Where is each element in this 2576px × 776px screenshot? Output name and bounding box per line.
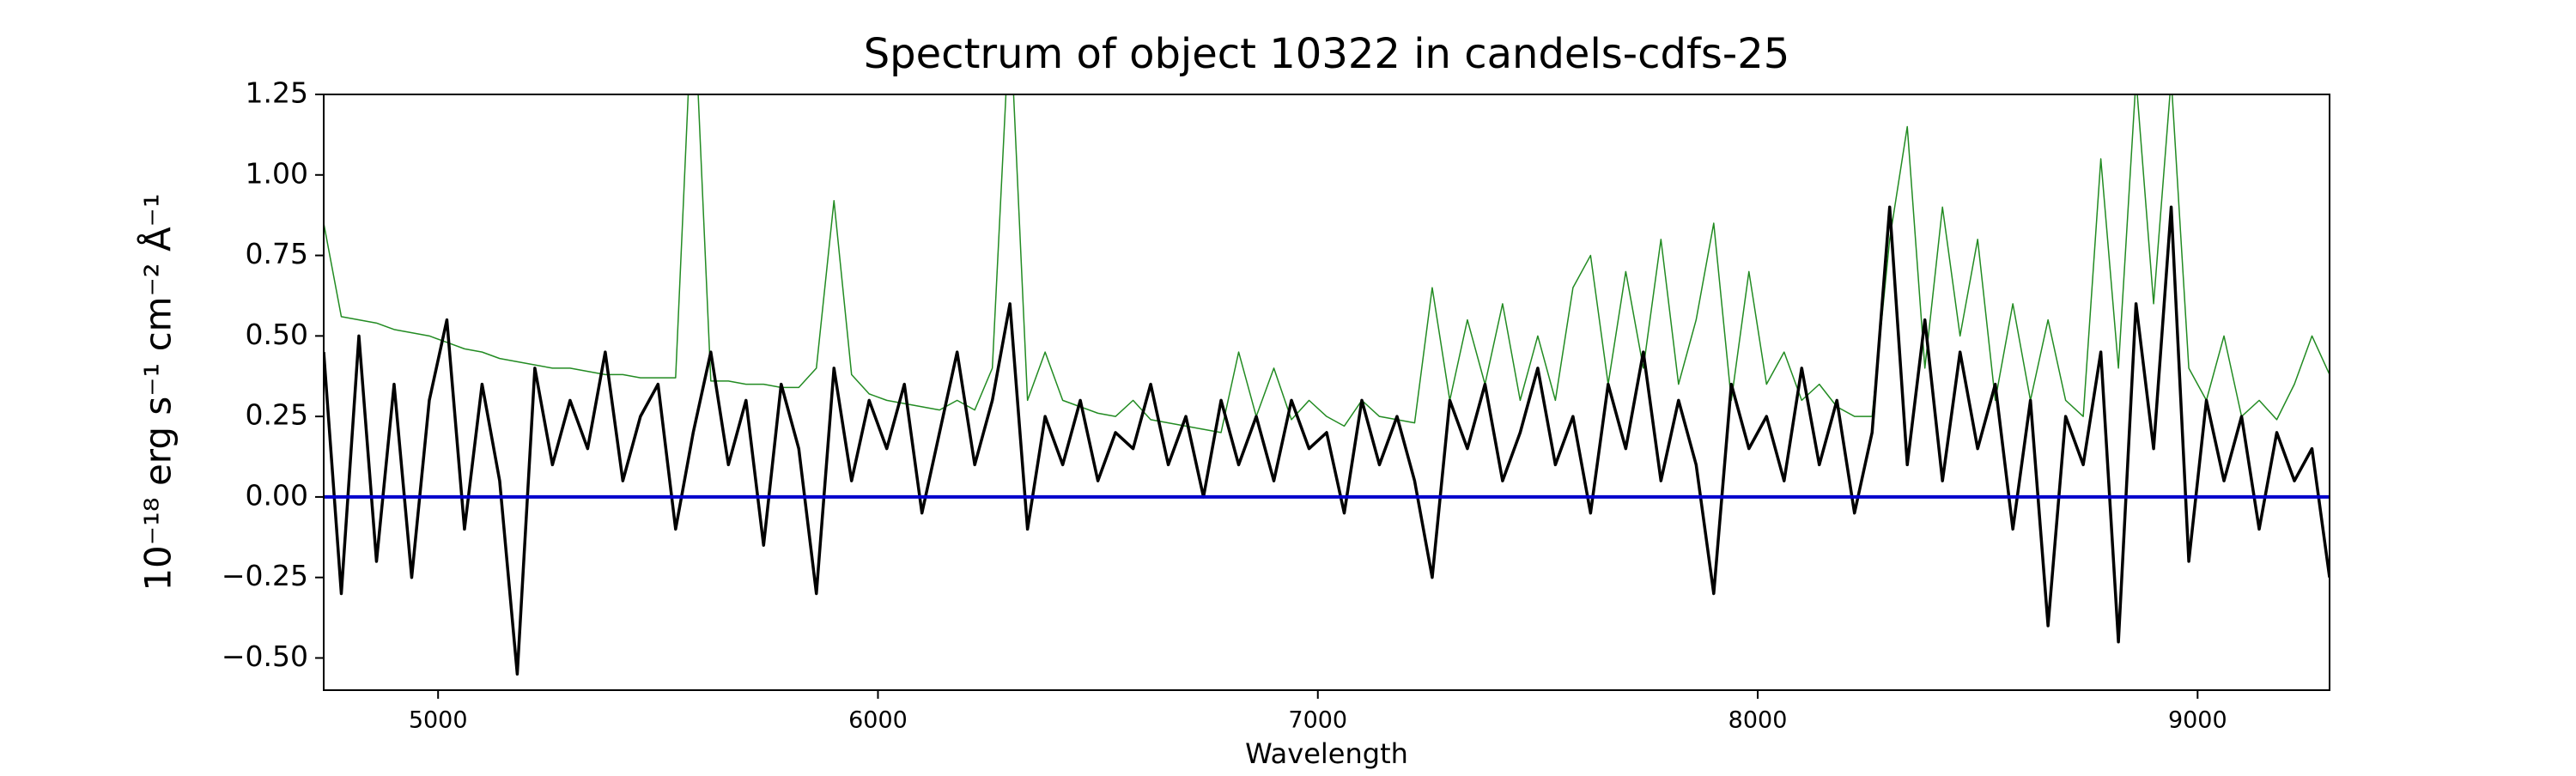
spectrum-line bbox=[324, 94, 2330, 433]
spectrum-line bbox=[324, 205, 2330, 676]
y-tick-label: −0.25 bbox=[222, 559, 308, 592]
x-tick-label: 6000 bbox=[848, 707, 908, 734]
y-tick-label: 0.00 bbox=[246, 478, 308, 512]
x-tick-label: 7000 bbox=[1288, 707, 1347, 734]
x-tick-label: 5000 bbox=[409, 707, 468, 734]
y-axis-label: 10⁻¹⁸ erg s⁻¹ cm⁻² Å⁻¹ bbox=[137, 193, 179, 591]
chart-title: Spectrum of object 10322 in candels-cdfs… bbox=[864, 30, 1790, 78]
x-tick-label: 8000 bbox=[1728, 707, 1788, 734]
plot-lines bbox=[324, 94, 2330, 676]
y-tick-label: 0.50 bbox=[246, 318, 308, 351]
x-axis-label: Wavelength bbox=[1245, 737, 1408, 770]
y-tick-label: 1.25 bbox=[246, 76, 308, 110]
y-tick-label: −0.50 bbox=[222, 640, 308, 673]
plot-frame bbox=[323, 94, 2330, 691]
y-tick-label: 1.00 bbox=[246, 156, 308, 190]
y-tick-label: 0.75 bbox=[246, 237, 308, 270]
x-tick-label: 9000 bbox=[2168, 707, 2227, 734]
y-tick-label: 0.25 bbox=[246, 398, 308, 432]
